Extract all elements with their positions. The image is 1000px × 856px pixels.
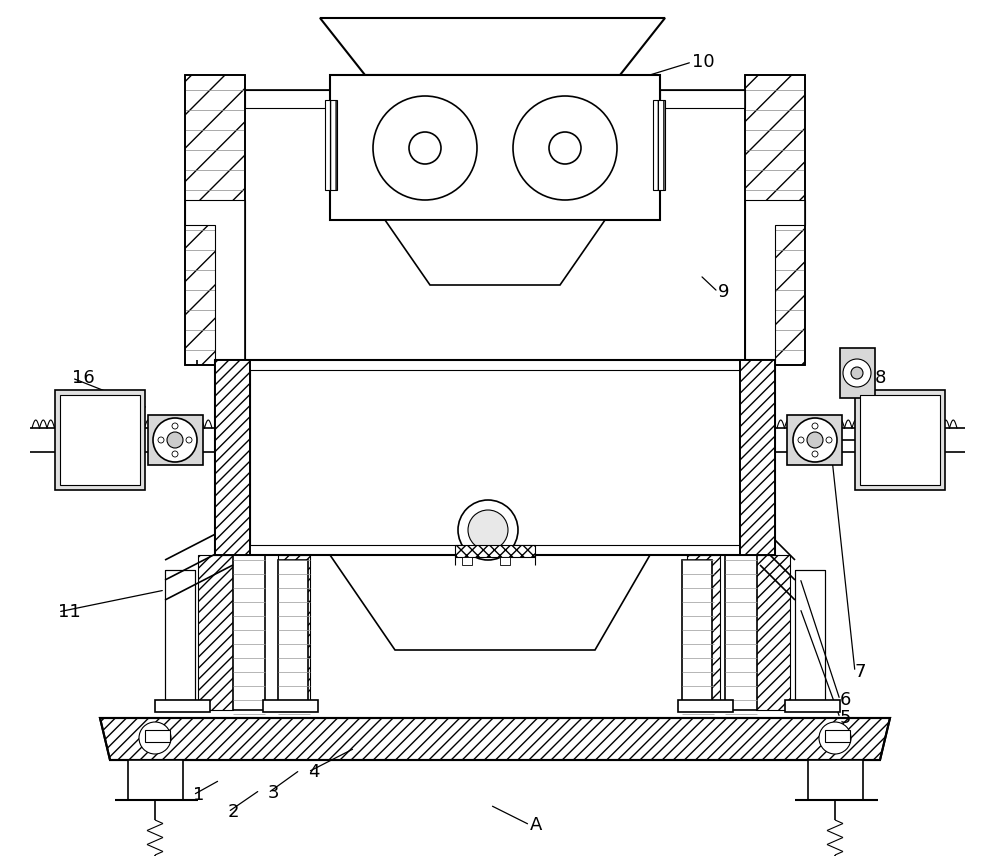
Bar <box>128 760 183 800</box>
Bar <box>462 557 472 565</box>
Bar <box>787 415 842 465</box>
Bar <box>250 370 740 545</box>
Circle shape <box>843 359 871 387</box>
Bar <box>233 555 265 710</box>
Bar <box>185 75 245 365</box>
Text: 1: 1 <box>193 786 204 804</box>
Bar <box>325 100 337 190</box>
Bar <box>155 700 210 712</box>
Polygon shape <box>100 718 890 760</box>
Circle shape <box>812 423 818 429</box>
Text: 3: 3 <box>268 784 280 802</box>
Text: 5: 5 <box>840 709 852 727</box>
Bar <box>653 100 665 190</box>
Text: A: A <box>530 816 542 834</box>
Bar <box>808 760 863 800</box>
Bar <box>855 390 945 490</box>
Polygon shape <box>687 555 720 710</box>
Bar <box>745 75 805 365</box>
Bar <box>785 700 840 712</box>
Bar <box>148 415 203 465</box>
Bar <box>740 360 775 555</box>
Bar <box>185 75 245 365</box>
Bar <box>263 700 318 712</box>
Circle shape <box>513 96 617 200</box>
Bar <box>455 545 535 557</box>
Bar <box>725 555 757 710</box>
Circle shape <box>139 722 171 754</box>
Bar <box>840 348 875 398</box>
Circle shape <box>409 132 441 164</box>
Bar <box>165 570 195 700</box>
Circle shape <box>793 418 837 462</box>
Bar <box>278 560 308 710</box>
Bar <box>795 570 825 700</box>
Bar <box>795 570 825 700</box>
Text: 4: 4 <box>308 763 320 781</box>
Text: 6: 6 <box>840 691 851 709</box>
Bar <box>245 90 330 108</box>
Bar <box>55 390 145 490</box>
Bar <box>825 730 850 742</box>
Bar <box>215 360 250 555</box>
Text: 16: 16 <box>72 369 95 387</box>
Circle shape <box>186 437 192 443</box>
Circle shape <box>819 722 851 754</box>
Circle shape <box>851 367 863 379</box>
Bar <box>860 395 940 485</box>
Text: 8: 8 <box>875 369 886 387</box>
Circle shape <box>167 432 183 448</box>
Bar <box>145 730 170 742</box>
Polygon shape <box>320 18 665 75</box>
Text: 11: 11 <box>58 603 81 621</box>
Bar <box>165 570 195 700</box>
Text: 2: 2 <box>228 803 240 821</box>
Circle shape <box>549 132 581 164</box>
Circle shape <box>458 500 518 560</box>
Polygon shape <box>385 220 605 285</box>
Circle shape <box>812 451 818 457</box>
Circle shape <box>172 423 178 429</box>
Circle shape <box>798 437 804 443</box>
Circle shape <box>468 510 508 550</box>
Bar <box>330 75 660 220</box>
Polygon shape <box>745 200 805 360</box>
Bar <box>215 360 775 555</box>
Bar <box>740 360 775 555</box>
Circle shape <box>158 437 164 443</box>
Bar <box>678 700 733 712</box>
Bar <box>660 90 745 108</box>
Circle shape <box>172 451 178 457</box>
Text: 9: 9 <box>718 283 730 301</box>
Bar <box>215 360 250 555</box>
Bar <box>500 557 510 565</box>
Text: 10: 10 <box>692 53 715 71</box>
Polygon shape <box>278 555 310 710</box>
Bar <box>682 560 712 710</box>
Circle shape <box>153 418 197 462</box>
Polygon shape <box>198 555 233 710</box>
Polygon shape <box>330 555 650 650</box>
Circle shape <box>373 96 477 200</box>
Polygon shape <box>185 200 245 360</box>
Bar <box>60 395 140 485</box>
Text: 7: 7 <box>855 663 866 681</box>
Bar <box>745 75 805 365</box>
Circle shape <box>826 437 832 443</box>
Polygon shape <box>756 555 790 710</box>
Circle shape <box>807 432 823 448</box>
